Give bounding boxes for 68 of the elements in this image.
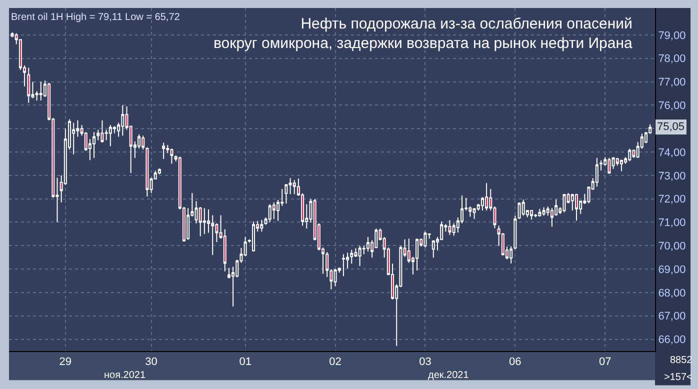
y-tick-label: 66,00 — [658, 334, 686, 346]
text: Нефть подорожала из-за ослабления опасений вокруг омикрона, задержки возврата на рынок нефти Ирана — [214, 16, 634, 52]
candlestick — [514, 215, 517, 250]
candlestick — [162, 142, 166, 160]
text: дек.2021 — [428, 370, 470, 381]
candlestick — [608, 157, 611, 174]
candlestick — [620, 159, 623, 172]
y-tick-label: 67,00 — [658, 310, 686, 323]
candlestick — [485, 182, 488, 212]
y-tick-label: 77,00 — [658, 76, 686, 89]
candlestick — [595, 157, 598, 188]
y-tick-label: 70,00 — [658, 240, 686, 252]
y-tick-label: 78,00 — [658, 53, 686, 66]
x-tick-label: 30 — [145, 356, 158, 368]
candlestick — [92, 132, 96, 158]
candlestick — [334, 268, 337, 287]
y-tick-label: 76,00 — [658, 100, 686, 112]
y-tick-label: 74,00 — [658, 146, 686, 159]
y-tick-label: 71,00 — [658, 217, 686, 230]
candlestick — [600, 160, 603, 171]
candlestick — [432, 240, 435, 258]
candlestick — [530, 210, 534, 220]
candlestick — [416, 238, 419, 271]
candlestick — [542, 206, 546, 216]
candlestick — [260, 219, 264, 232]
candlestick — [472, 207, 476, 220]
candlestick — [510, 246, 513, 264]
x-tick-label: 01 — [239, 356, 252, 368]
candlestick — [358, 245, 362, 267]
candlestick — [330, 268, 333, 290]
candlestick — [518, 202, 521, 220]
candlestick — [100, 120, 104, 144]
y-tick-label: 69,00 — [658, 264, 686, 276]
candlestick — [342, 254, 345, 277]
candlestick — [292, 180, 296, 195]
candlestick — [142, 135, 145, 150]
y-tick-label: 73,00 — [658, 170, 686, 182]
candlestick — [121, 104, 124, 136]
annotation: 75,05 — [657, 121, 685, 133]
candlestick — [39, 81, 42, 101]
candlestick — [252, 221, 255, 252]
x-tick-label: 06 — [509, 356, 522, 368]
candlestick — [146, 146, 149, 197]
candlestick — [575, 193, 578, 222]
x-tick-label: 07 — [598, 356, 612, 368]
candlestick — [424, 231, 427, 248]
candlestick — [326, 251, 329, 278]
chart-subtitle: Brent oil 1H High = 79,11 Low = 65,72 — [11, 12, 180, 23]
candlestick — [108, 124, 112, 147]
candlestick — [628, 148, 632, 162]
candlestick — [72, 122, 76, 155]
candlestick — [202, 208, 206, 234]
candlestick — [538, 208, 542, 218]
candlestick — [268, 204, 272, 223]
candlestick — [272, 202, 276, 220]
candlestick — [170, 148, 174, 164]
x-tick-label: 02 — [329, 356, 342, 368]
candlestick — [562, 193, 566, 213]
text: ноя.2021 — [104, 370, 146, 381]
candlestick — [27, 67, 30, 104]
candlestick — [448, 220, 452, 236]
x-tick-label: 29 — [59, 356, 72, 368]
candlestick — [522, 199, 525, 216]
y-tick-label: 79,00 — [658, 30, 686, 42]
x-tick-label: 03 — [419, 356, 432, 368]
y-tick-label: 72,00 — [658, 194, 686, 206]
y-tick-label: 68,00 — [658, 287, 686, 300]
candlestick — [350, 249, 354, 264]
